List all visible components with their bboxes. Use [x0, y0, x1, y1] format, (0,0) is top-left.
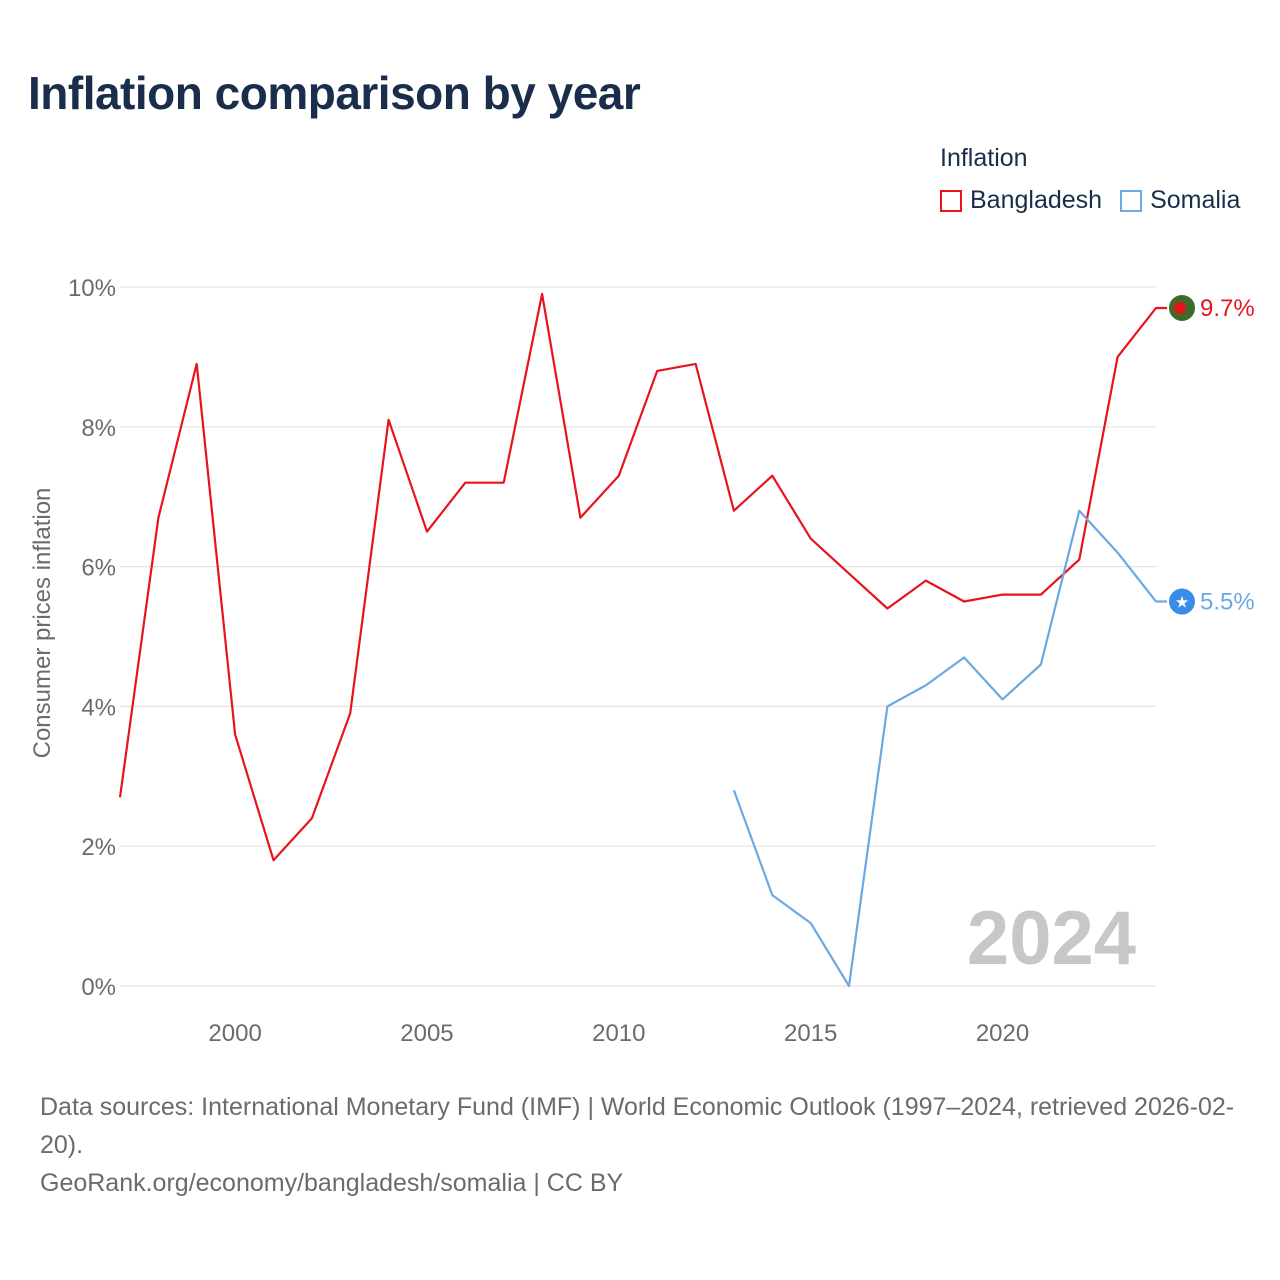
legend-swatch-somalia: [1120, 189, 1143, 212]
y-tick-label: 8%: [81, 415, 116, 442]
y-tick-label: 4%: [81, 694, 116, 721]
end-label-bangladesh: 9.7%: [1200, 295, 1255, 322]
y-tick-label: 10%: [68, 275, 116, 302]
legend-item-bangladesh[interactable]: Bangladesh: [940, 186, 1102, 215]
x-tick-label: 2010: [592, 1020, 645, 1047]
somalia-flag-icon: [1167, 586, 1197, 617]
data-sources: Data sources: International Monetary Fun…: [40, 1093, 1235, 1159]
line-chart: 0% 2% 4% 6% 8% 10% 2000 2005 2010 2015 2020 Consu…: [29, 275, 1255, 1047]
legend-swatch-bangladesh: [940, 189, 962, 212]
y-tick-label: 2%: [81, 834, 116, 861]
legend: Bangladesh Somalia: [940, 186, 1240, 215]
year-watermark: 2024: [967, 896, 1136, 981]
footer: Data sources: International Monetary Fun…: [40, 1088, 1250, 1202]
legend-item-somalia[interactable]: Somalia: [1120, 186, 1240, 215]
x-tick-label: 2005: [400, 1020, 453, 1047]
y-axis-label: Consumer prices inflation: [29, 488, 56, 759]
end-label-somalia: 5.5%: [1200, 589, 1255, 616]
legend-label-somalia: Somalia: [1150, 186, 1241, 214]
x-tick-label: 2015: [784, 1020, 837, 1047]
bangladesh-flag-disc: [1174, 301, 1186, 314]
chart-title: Inflation comparison by year: [28, 67, 641, 119]
series-line-bangladesh[interactable]: [118, 292, 1168, 862]
y-tick-label: 6%: [81, 555, 116, 582]
somalia-flag-star: ★: [1175, 593, 1189, 612]
x-tick-label: 2000: [208, 1020, 261, 1047]
x-tick-label: 2020: [976, 1020, 1029, 1047]
series-line-somalia[interactable]: [732, 509, 1168, 988]
source-url[interactable]: GeoRank.org/economy/bangladesh/somalia |…: [40, 1169, 624, 1197]
legend-title: Inflation: [940, 144, 1028, 172]
legend-label-bangladesh: Bangladesh: [970, 186, 1103, 214]
y-tick-label: 0%: [81, 974, 116, 1001]
